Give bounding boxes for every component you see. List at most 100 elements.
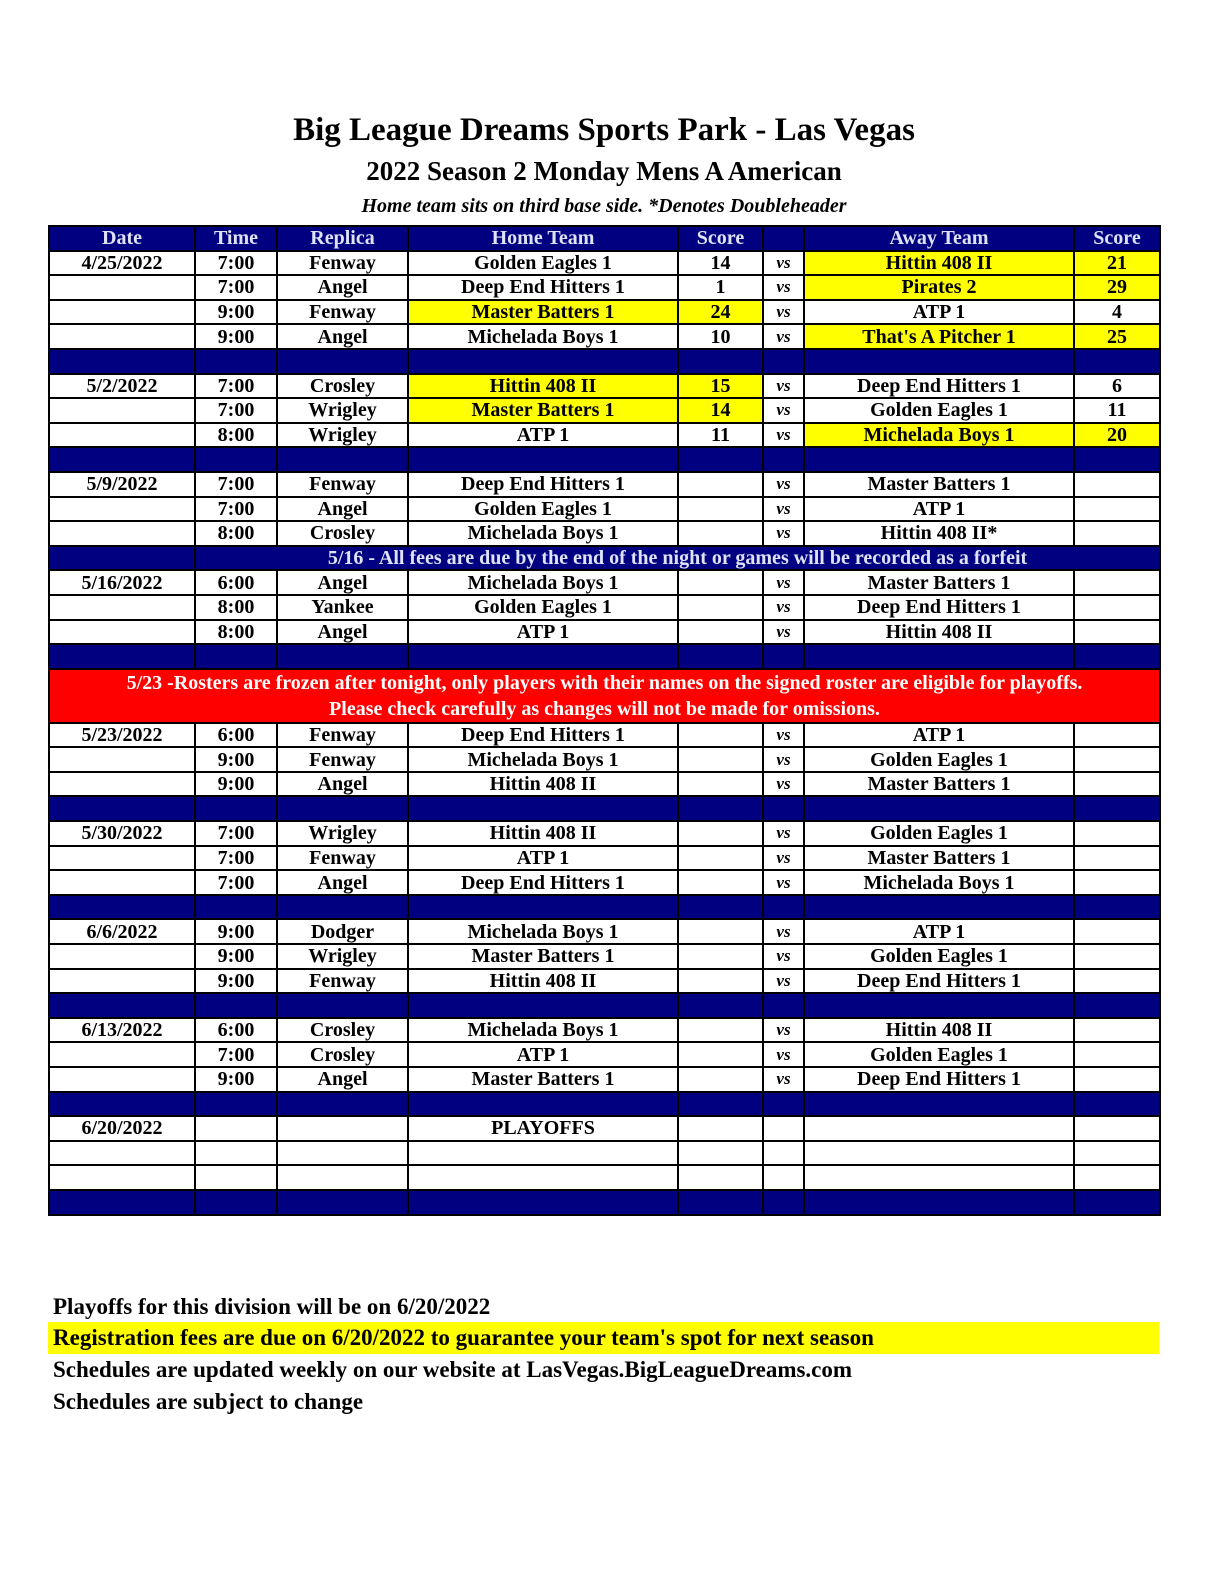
- spacer-cell: [407, 643, 679, 670]
- home-score: [677, 1016, 764, 1044]
- spacer-cell: [1073, 347, 1161, 375]
- spacer-cell: [48, 347, 196, 375]
- header-note: Home team sits on third base side. *Deno…: [361, 195, 847, 217]
- away-score: [1073, 618, 1161, 646]
- vs-label: vs: [762, 746, 805, 773]
- alert-line-2: Please check carefully as changes will n…: [329, 697, 880, 720]
- spacer-cell: [803, 643, 1075, 670]
- away-team: ATP 1: [803, 298, 1075, 326]
- game-field: Crosley: [276, 1041, 409, 1068]
- away-score: [1073, 1016, 1161, 1044]
- notice-text: 5/16 - All fees are due by the end of th…: [194, 544, 1161, 572]
- spacer-cell: [48, 795, 196, 823]
- spacer-cell: [762, 992, 805, 1019]
- away-score: [1073, 943, 1161, 970]
- home-score: [677, 1041, 764, 1068]
- spacer-cell: [276, 446, 409, 473]
- game-time: 9:00: [194, 298, 278, 326]
- spacer-cell: [762, 795, 805, 823]
- vs-label: vs: [762, 593, 805, 621]
- spacer-cell: [1073, 1090, 1161, 1118]
- spacer-cell: [762, 893, 805, 921]
- game-row: [48, 1164, 1161, 1191]
- away-team: Master Batters 1: [803, 844, 1075, 872]
- game-row: 8:00 Wrigley ATP 1 11 vs Michelada Boys 1 20: [48, 421, 1161, 449]
- spacer-cell: [194, 347, 278, 375]
- away-team: Golden Eagles 1: [803, 397, 1075, 424]
- game-field: Angel: [276, 618, 409, 646]
- home-score: [677, 967, 764, 995]
- game-date: [48, 520, 196, 547]
- spacer-cell: [677, 347, 764, 375]
- game-date: 5/2/2022: [48, 372, 196, 400]
- game-row: 6/20/2022 PLAYOFFS: [48, 1115, 1161, 1142]
- away-team: Deep End Hitters 1: [803, 372, 1075, 400]
- game-date: 5/9/2022: [48, 470, 196, 498]
- away-score: 6: [1073, 372, 1161, 400]
- home-team: Hittin 408 II: [407, 770, 679, 798]
- spacer-cell: [407, 795, 679, 823]
- home-team: [407, 1139, 679, 1167]
- away-team: Golden Eagles 1: [803, 1041, 1075, 1068]
- home-team: Golden Eagles 1: [407, 593, 679, 621]
- game-time: 7:00: [194, 372, 278, 400]
- home-score: 11: [677, 421, 764, 449]
- spacer-cell: [762, 347, 805, 375]
- table-header: Date Time Replica Home Team Score Away Team Sc…: [48, 225, 1161, 252]
- alert-row: 5/23 -Rosters are frozen after tonight, …: [48, 667, 1161, 724]
- game-date: [48, 1164, 196, 1191]
- home-score: [677, 721, 764, 749]
- away-team: [803, 1139, 1075, 1167]
- home-score: 10: [677, 323, 764, 350]
- spacer-cell: [194, 1090, 278, 1118]
- away-team: ATP 1: [803, 495, 1075, 523]
- home-team: Master Batters 1: [407, 298, 679, 326]
- game-date: [48, 1139, 196, 1167]
- spacer-cell: [762, 446, 805, 473]
- home-score: [677, 495, 764, 523]
- game-time: 9:00: [194, 323, 278, 350]
- spacer-cell: [194, 795, 278, 823]
- game-date: 5/16/2022: [48, 569, 196, 596]
- home-team: ATP 1: [407, 421, 679, 449]
- game-field: Angel: [276, 869, 409, 896]
- notice-row: 5/16 - All fees are due by the end of th…: [48, 544, 1161, 572]
- vs-label: vs: [762, 569, 805, 596]
- away-team: [803, 1164, 1075, 1191]
- home-score: 15: [677, 372, 764, 400]
- game-field: Fenway: [276, 298, 409, 326]
- game-row: 6/13/2022 6:00 Crosley Michelada Boys 1 vs Hi…: [48, 1016, 1161, 1044]
- game-field: Crosley: [276, 1016, 409, 1044]
- spacer-cell: [407, 347, 679, 375]
- spacer-cell: [48, 1188, 196, 1216]
- home-score: [677, 593, 764, 621]
- spacer-cell: [48, 544, 196, 572]
- game-row: 8:00 Yankee Golden Eagles 1 vs Deep End Hitt…: [48, 593, 1161, 621]
- vs-label: vs: [762, 298, 805, 326]
- game-date: [48, 1066, 196, 1093]
- away-team: Pirates 2: [803, 274, 1075, 301]
- home-team: Deep End Hitters 1: [407, 869, 679, 896]
- home-score: [677, 1164, 764, 1191]
- game-date: 6/20/2022: [48, 1115, 196, 1142]
- spacer-cell: [677, 795, 764, 823]
- game-date: [48, 746, 196, 773]
- game-field: Angel: [276, 323, 409, 350]
- home-team: [407, 1164, 679, 1191]
- spacer-cell: [803, 446, 1075, 473]
- away-team: Hittin 408 II: [803, 1016, 1075, 1044]
- page-title: Big League Dreams Sports Park - Las Vega…: [293, 112, 915, 148]
- game-time: 6:00: [194, 1016, 278, 1044]
- away-team: Deep End Hitters 1: [803, 593, 1075, 621]
- home-team: Golden Eagles 1: [407, 495, 679, 523]
- alert-cell: 5/23 -Rosters are frozen after tonight, …: [48, 667, 1161, 724]
- col-away-team-header: Away Team: [803, 225, 1075, 252]
- spacer-cell: [803, 1188, 1075, 1216]
- game-time: [194, 1139, 278, 1167]
- game-row: 9:00 Wrigley Master Batters 1 vs Golden Eagl…: [48, 943, 1161, 970]
- spacer-cell: [762, 1188, 805, 1216]
- home-score: [677, 746, 764, 773]
- vs-label: vs: [762, 943, 805, 970]
- game-date: 6/13/2022: [48, 1016, 196, 1044]
